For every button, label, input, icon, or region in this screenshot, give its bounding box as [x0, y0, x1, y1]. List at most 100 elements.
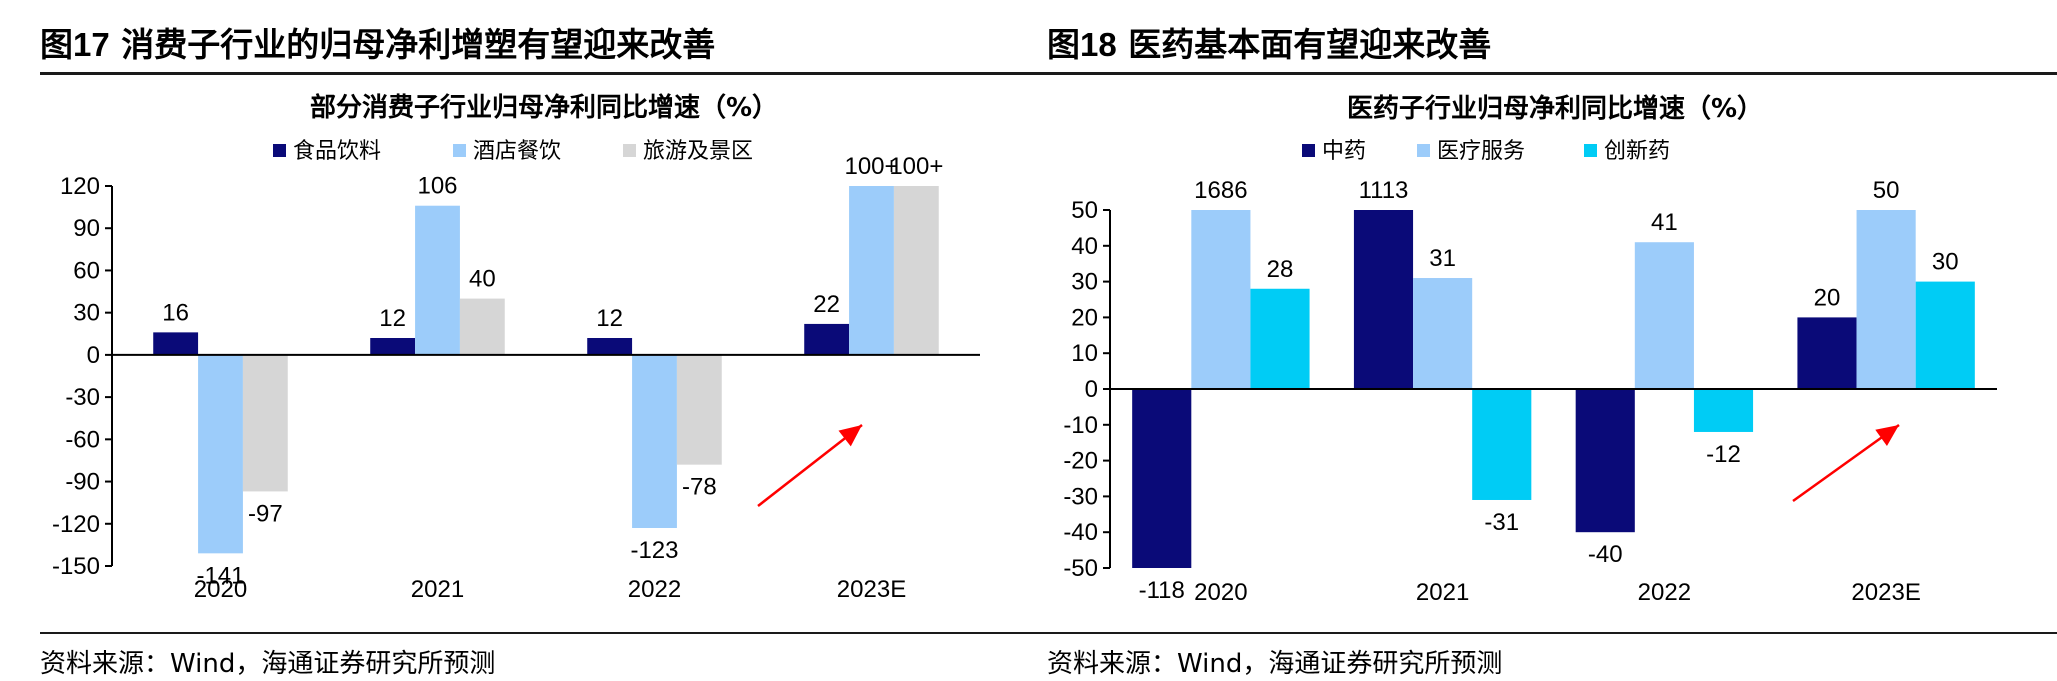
consumer-profit-growth-chart: 部分消费子行业归母净利同比增速（%）食品饮料 酒店餐饮 旅游及景区120906030…: [52, 92, 980, 603]
bar-2021-酒店餐饮: [415, 205, 460, 355]
data-label: 12: [379, 305, 406, 332]
y-tick-label: 60: [73, 257, 100, 284]
bar-2022-旅游及景区: [676, 354, 722, 465]
legend-label-3: 创新药: [1604, 139, 1670, 164]
category-label: 2023E: [1851, 579, 1920, 606]
bar-2023E-酒店餐饮: [849, 186, 894, 355]
bar-2020-酒店餐饮: [198, 354, 243, 554]
y-tick-label: -30: [65, 384, 100, 411]
data-label: -123: [630, 537, 678, 564]
data-label: 50: [1873, 177, 1900, 204]
y-tick-label: -50: [1063, 555, 1098, 582]
bar-2021-旅游及景区: [459, 298, 505, 355]
chart-title: 部分消费子行业归母净利同比增速（%）: [310, 92, 778, 123]
figure-17-title: 图17 消费子行业的归母净利增塑有望迎来改善: [40, 18, 715, 66]
data-label: 41: [1651, 209, 1678, 236]
figure-17-top-rule: [40, 72, 1050, 75]
data-label: 40: [469, 266, 496, 293]
category-label: 2020: [194, 576, 247, 603]
category-label: 2022: [628, 576, 681, 603]
figure-17-bottom-rule: [40, 632, 1050, 634]
legend-label-1: 中药: [1322, 139, 1366, 164]
data-label: -40: [1588, 541, 1623, 568]
y-tick-label: -120: [52, 511, 100, 538]
data-label: -78: [682, 474, 717, 501]
data-label: 1113: [1359, 177, 1409, 204]
y-tick-label: 30: [1071, 269, 1098, 296]
bar-2021-食品饮料: [370, 338, 416, 355]
y-tick-label: -150: [52, 553, 100, 580]
data-label: -141: [196, 562, 244, 589]
bar-2020-食品饮料: [153, 332, 199, 355]
category-label: 2023E: [837, 576, 906, 603]
bar-2022-酒店餐饮: [632, 354, 677, 528]
bar-2022-中药: [1575, 389, 1635, 533]
legend-swatch-3: [623, 144, 636, 157]
legend-swatch-2: [1417, 144, 1430, 157]
category-label: 2021: [411, 576, 464, 603]
pharma-profit-growth-chart: 医药子行业归母净利同比增速（%） 中药 医疗服务 创新药 50 40 30 20 10 0 -10 -…: [1063, 93, 1997, 606]
data-label: 16: [162, 299, 189, 326]
figure-17-panel: 图17 消费子行业的归母净利增塑有望迎来改善 部分消费子行业归母净利同比增速（%…: [40, 0, 1050, 681]
bar-2021-中药: [1353, 210, 1414, 389]
data-label: -118: [1139, 577, 1185, 604]
chart-title: 医药子行业归母净利同比增速（%）: [1347, 93, 1763, 124]
bar-2020-创新药: [1250, 288, 1310, 389]
bar-2023E-食品饮料: [804, 323, 850, 355]
figure-18-bottom-rule: [1047, 632, 2057, 634]
figure-18-panel: 图18 医药基本面有望迎来改善 医药子行业归母净利同比增速（%） 中药 医疗服务 创新…: [1047, 0, 2057, 681]
legend-label-3: 旅游及景区: [643, 139, 753, 164]
legend-label-1: 食品饮料: [293, 139, 381, 164]
figure-17-title-text: 消费子行业的归母净利增塑有望迎来改善: [121, 25, 716, 64]
bar-2021-医疗服务: [1413, 278, 1473, 389]
data-label: 28: [1267, 256, 1294, 283]
figure-17-label: 图17: [40, 26, 110, 63]
category-label: 2020: [1194, 579, 1247, 606]
data-label: -97: [248, 500, 283, 527]
category-label: 2021: [1416, 579, 1469, 606]
data-label: 20: [1814, 284, 1841, 311]
y-tick-label: -10: [1063, 412, 1098, 439]
data-label: 31: [1429, 245, 1456, 272]
y-tick-label: -40: [1063, 519, 1098, 546]
bar-2023E-中药: [1797, 317, 1857, 389]
y-tick-label: 30: [73, 300, 100, 327]
data-label: 100+: [889, 153, 943, 180]
legend-swatch-1: [273, 144, 286, 157]
bar-2020-中药: [1132, 389, 1192, 568]
bar-2022-创新药: [1693, 389, 1754, 432]
red-arrow-head: [1875, 425, 1899, 446]
y-tick-label: -30: [1063, 483, 1098, 510]
legend-swatch-1: [1302, 144, 1315, 157]
data-label: -31: [1484, 509, 1519, 536]
figure-18-title: 图18 医药基本面有望迎来改善: [1047, 18, 1491, 66]
bar-2022-食品饮料: [587, 338, 633, 355]
bar-2020-旅游及景区: [242, 354, 288, 492]
bar-2023E-创新药: [1915, 281, 1975, 389]
figure-18-top-rule: [1047, 72, 2057, 75]
data-label: 106: [417, 173, 457, 200]
bar-2023E-医疗服务: [1856, 210, 1916, 389]
bar-2021-创新药: [1472, 389, 1532, 500]
y-tick-label: 10: [1071, 340, 1098, 367]
legend-swatch-2: [453, 144, 466, 157]
y-tick-label: 0: [87, 342, 100, 369]
y-tick-label: 90: [73, 215, 100, 242]
figure-18-label: 图18: [1047, 26, 1117, 63]
y-tick-label: -90: [65, 469, 100, 496]
y-tick-label: 40: [1071, 233, 1098, 260]
data-label: 22: [813, 291, 840, 318]
legend-swatch-3: [1584, 144, 1597, 157]
bar-2022-医疗服务: [1634, 242, 1694, 389]
y-tick-label: 0: [1085, 376, 1098, 403]
data-label: 12: [596, 305, 623, 332]
legend-label-2: 酒店餐饮: [473, 139, 561, 164]
legend-label-2: 医疗服务: [1437, 139, 1525, 164]
category-label: 2022: [1638, 579, 1691, 606]
y-tick-label: -20: [1063, 448, 1098, 475]
y-tick-label: 120: [60, 173, 100, 200]
figure-17-source: 资料来源：Wind，海通证券研究所预测: [40, 649, 496, 679]
y-tick-label: 50: [1071, 197, 1098, 224]
data-label: -12: [1706, 441, 1741, 468]
y-tick-label: -60: [65, 426, 100, 453]
